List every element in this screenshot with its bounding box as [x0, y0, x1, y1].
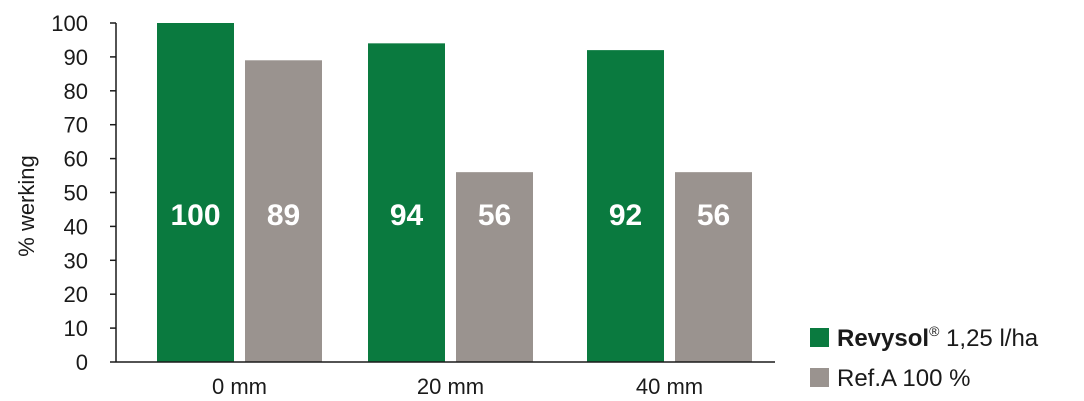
y-tick-label: 10: [64, 316, 88, 341]
y-tick-label: 70: [64, 113, 88, 138]
bar-value-label: 94: [390, 199, 424, 232]
legend-label: Revysol® 1,25 l/ha: [837, 323, 1039, 352]
legend-swatch: [810, 328, 829, 347]
y-tick-label: 20: [64, 282, 88, 307]
bar-value-label: 92: [609, 199, 642, 232]
y-tick-label: 40: [64, 214, 88, 239]
y-tick-label: 100: [51, 11, 88, 36]
y-tick-label: 30: [64, 248, 88, 273]
bars: 100 89 94 56 92 56: [157, 23, 752, 363]
bar-value-label: 100: [170, 199, 220, 232]
y-tick-label: 80: [64, 79, 88, 104]
legend-label: Ref.A 100 %: [837, 365, 970, 392]
x-axis: 0 mm 20 mm 40 mm: [116, 361, 775, 399]
bar: [587, 50, 664, 363]
bar-value-label: 56: [697, 199, 730, 232]
bar: [456, 172, 533, 362]
bar: [245, 60, 322, 362]
bar: [157, 23, 234, 362]
x-category-label: 40 mm: [636, 374, 703, 399]
x-category-label: 0 mm: [212, 374, 267, 399]
y-tick-label: 90: [64, 45, 88, 70]
y-axis: 0 10 20 30 40 50 60 70 80 90 100: [51, 11, 117, 375]
bar-value-label: 89: [267, 199, 300, 232]
y-tick-label: 0: [76, 350, 88, 375]
legend: Revysol® 1,25 l/ha Ref.A 100 %: [810, 323, 1039, 392]
bar: [675, 172, 752, 362]
legend-swatch: [810, 368, 829, 387]
x-category-label: 20 mm: [417, 374, 484, 399]
bar: [368, 43, 445, 363]
y-tick-label: 50: [64, 181, 88, 206]
y-tick-label: 60: [64, 147, 88, 172]
y-axis-label: % werking: [14, 155, 39, 256]
bar-value-label: 56: [478, 199, 511, 232]
